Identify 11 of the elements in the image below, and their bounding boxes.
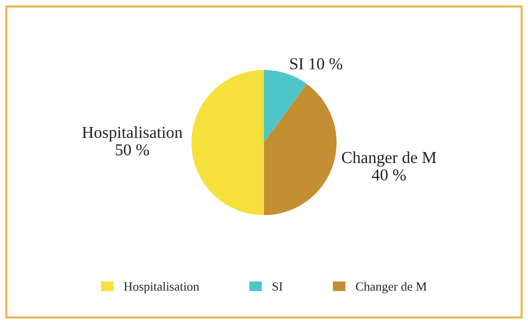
slice-label: Hospitalisation <box>82 126 182 142</box>
legend-label: Hospitalisation <box>124 282 200 294</box>
pie-slice <box>264 84 337 216</box>
legend-label: Changer de M <box>356 282 427 294</box>
slice-label: Changer de M <box>342 151 436 167</box>
pie-slice <box>191 70 264 216</box>
category-label: SI 10 % <box>290 58 342 70</box>
data-label: 40 % <box>372 169 406 181</box>
pie-slice <box>264 70 307 143</box>
data-label: 50 % <box>116 144 150 156</box>
legend-label: SI <box>272 282 282 291</box>
